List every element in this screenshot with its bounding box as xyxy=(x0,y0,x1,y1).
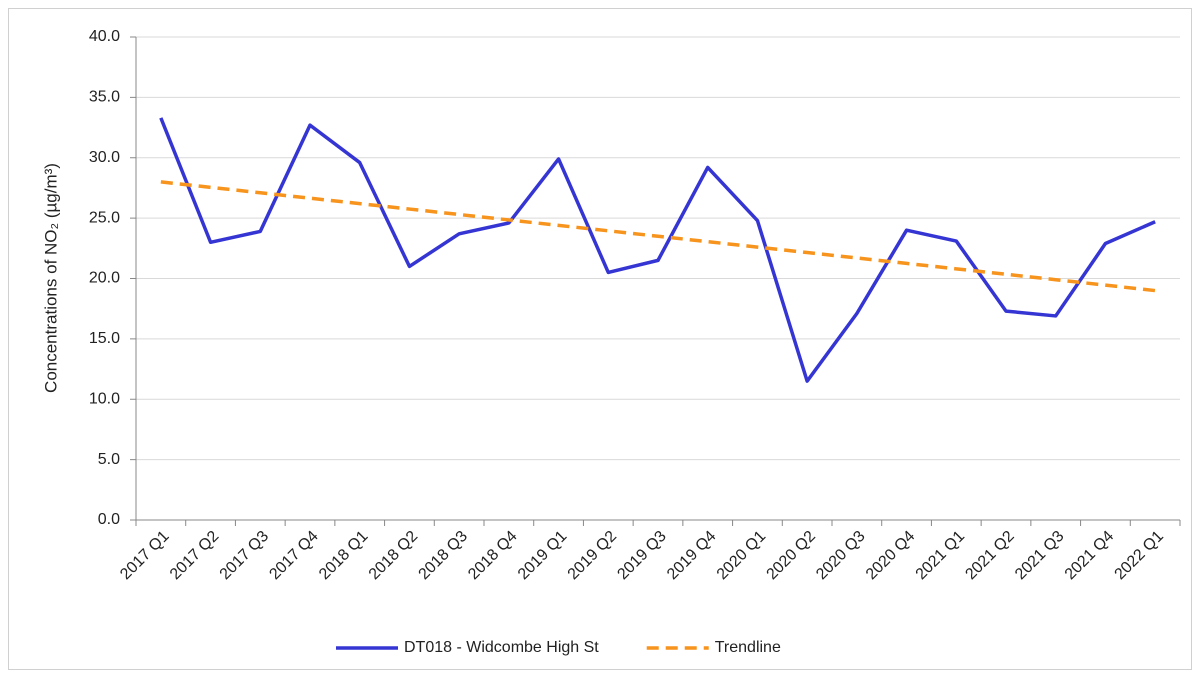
x-tick-label: 2021 Q3 xyxy=(1012,528,1068,584)
x-tick-label: 2021 Q4 xyxy=(1062,528,1118,584)
series-line xyxy=(159,117,1156,383)
x-tick-label: 2019 Q4 xyxy=(664,528,720,584)
y-tick-label: 40.0 xyxy=(89,28,120,45)
legend-label: Trendline xyxy=(715,639,781,656)
x-tick-label: 2020 Q1 xyxy=(714,528,770,584)
x-tick-label: 2018 Q2 xyxy=(366,528,422,584)
x-tick-label: 2021 Q1 xyxy=(913,528,969,584)
x-tick-label: 2017 Q1 xyxy=(117,528,173,584)
x-tick-label: 2020 Q2 xyxy=(764,528,820,584)
x-tick-label: 2019 Q3 xyxy=(614,528,670,584)
chart-frame xyxy=(8,8,1192,670)
x-tick-label: 2020 Q3 xyxy=(813,528,869,584)
y-tick-label: 10.0 xyxy=(89,390,120,407)
x-tick-label: 2021 Q2 xyxy=(962,528,1018,584)
y-tick-label: 0.0 xyxy=(98,511,120,528)
y-tick-label: 35.0 xyxy=(89,89,120,106)
y-tick-label: 20.0 xyxy=(89,270,120,287)
y-tick-label: 30.0 xyxy=(89,149,120,166)
x-tick-label: 2017 Q2 xyxy=(167,528,223,584)
x-tick-label: 2018 Q4 xyxy=(465,528,521,584)
x-tick-label: 2018 Q3 xyxy=(416,528,472,584)
y-axis-label: Concentrations of NO₂ (µg/m³) xyxy=(41,163,60,393)
series-line xyxy=(160,180,1156,293)
y-tick-label: 25.0 xyxy=(89,209,120,226)
legend-label: DT018 - Widcombe High St xyxy=(404,639,599,656)
x-tick-label: 2017 Q3 xyxy=(217,528,273,584)
y-tick-label: 15.0 xyxy=(89,330,120,347)
x-tick-label: 2020 Q4 xyxy=(863,528,919,584)
x-tick-label: 2019 Q1 xyxy=(515,528,571,584)
x-tick-label: 2019 Q2 xyxy=(565,528,621,584)
y-tick-label: 5.0 xyxy=(98,451,120,468)
x-tick-label: 2017 Q4 xyxy=(266,528,322,584)
x-tick-label: 2022 Q1 xyxy=(1112,528,1168,584)
x-tick-label: 2018 Q1 xyxy=(316,528,372,584)
